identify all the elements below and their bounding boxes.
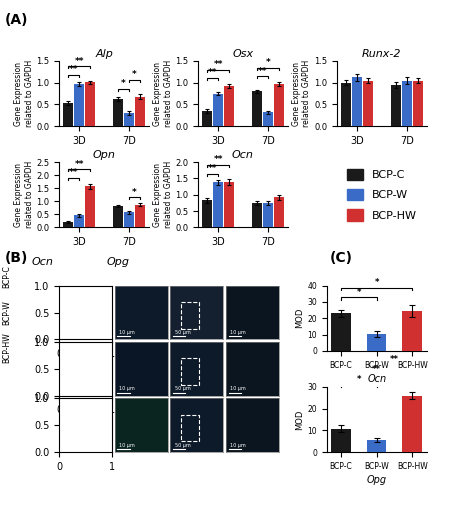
Bar	[224, 86, 234, 126]
Bar	[363, 81, 373, 126]
Text: **: **	[390, 355, 399, 364]
Text: **: **	[208, 164, 218, 173]
Text: *: *	[374, 278, 379, 287]
Text: *: *	[132, 187, 137, 197]
Text: (C): (C)	[329, 251, 353, 266]
Text: Opg: Opg	[107, 257, 130, 267]
Bar	[113, 99, 123, 126]
Bar	[113, 206, 123, 228]
Bar	[252, 203, 262, 228]
Bar	[64, 103, 73, 126]
Title: Opn: Opn	[92, 150, 116, 160]
Text: *: *	[356, 288, 361, 297]
Bar	[135, 205, 145, 228]
Bar	[213, 93, 223, 126]
Text: **: **	[372, 365, 381, 374]
Text: 50 μm: 50 μm	[64, 330, 79, 335]
Text: **: **	[69, 168, 79, 177]
Bar	[413, 81, 422, 126]
Text: 10 μm: 10 μm	[230, 387, 246, 392]
Bar	[202, 200, 212, 228]
Title: Runx-2: Runx-2	[362, 49, 401, 59]
Text: *: *	[121, 79, 126, 88]
Text: 10 μm: 10 μm	[119, 330, 135, 335]
Title: Osx: Osx	[232, 49, 254, 59]
Text: 10 μm: 10 μm	[119, 443, 135, 448]
Text: *: *	[356, 375, 361, 384]
Text: BCP-HW: BCP-HW	[2, 333, 11, 363]
Bar	[402, 81, 411, 126]
Text: BCP-C: BCP-C	[2, 266, 11, 288]
Bar	[135, 97, 145, 126]
Y-axis label: MOD: MOD	[295, 308, 304, 329]
Title: Alp: Alp	[95, 49, 113, 59]
Bar	[252, 91, 262, 126]
Text: **: **	[257, 67, 267, 76]
Text: 10 μm: 10 μm	[230, 330, 246, 335]
Bar	[74, 84, 84, 126]
Bar	[341, 83, 351, 126]
Bar	[224, 182, 234, 228]
Text: **: **	[74, 160, 84, 169]
Bar	[402, 396, 422, 452]
Text: **: **	[213, 155, 223, 165]
Bar	[274, 198, 283, 228]
Y-axis label: Gene Expression
related to GAPDH: Gene Expression related to GAPDH	[153, 161, 173, 229]
Text: *: *	[132, 71, 137, 79]
Bar	[367, 334, 386, 351]
Y-axis label: MOD: MOD	[295, 409, 304, 430]
Bar	[274, 84, 283, 126]
Y-axis label: Gene Expression
related to GAPDH: Gene Expression related to GAPDH	[153, 60, 173, 127]
Text: **: **	[208, 69, 218, 78]
Title: Ocn: Ocn	[232, 150, 254, 160]
Y-axis label: Gene Expression
related to GAPDH: Gene Expression related to GAPDH	[14, 161, 34, 229]
Y-axis label: Gene Expression
related to GAPDH: Gene Expression related to GAPDH	[14, 60, 34, 127]
Bar	[64, 221, 73, 228]
Text: **: **	[69, 65, 79, 74]
Text: **: **	[74, 56, 84, 66]
Bar	[74, 215, 84, 228]
Bar	[263, 203, 273, 228]
Bar	[367, 440, 386, 452]
Text: (B): (B)	[5, 251, 28, 266]
Bar	[202, 111, 212, 126]
Text: Ocn: Ocn	[32, 257, 54, 267]
Text: *: *	[265, 58, 270, 67]
Bar	[331, 429, 351, 452]
Text: 50 μm: 50 μm	[64, 387, 79, 392]
Bar	[402, 311, 422, 351]
X-axis label: Opg: Opg	[366, 475, 387, 485]
Legend: BCP-C, BCP-W, BCP-HW: BCP-C, BCP-W, BCP-HW	[342, 164, 421, 225]
Bar	[263, 112, 273, 126]
Bar	[352, 78, 362, 126]
Text: BCP-W: BCP-W	[2, 300, 11, 325]
Text: 50 μm: 50 μm	[174, 330, 191, 335]
Bar	[124, 113, 134, 126]
Y-axis label: Gene Expression
related to GAPDH: Gene Expression related to GAPDH	[292, 60, 311, 127]
Bar	[85, 186, 95, 228]
Bar	[85, 82, 95, 126]
Text: 50 μm: 50 μm	[174, 443, 191, 448]
Text: **: **	[213, 60, 223, 69]
Bar	[213, 182, 223, 228]
Text: 50 μm: 50 μm	[64, 443, 79, 448]
X-axis label: Ocn: Ocn	[367, 374, 386, 384]
Bar	[391, 85, 401, 126]
Text: 10 μm: 10 μm	[230, 443, 246, 448]
Bar	[124, 212, 134, 228]
Bar	[331, 313, 351, 351]
Text: (A): (A)	[5, 13, 28, 27]
Text: 10 μm: 10 μm	[119, 387, 135, 392]
Text: 50 μm: 50 μm	[174, 387, 191, 392]
